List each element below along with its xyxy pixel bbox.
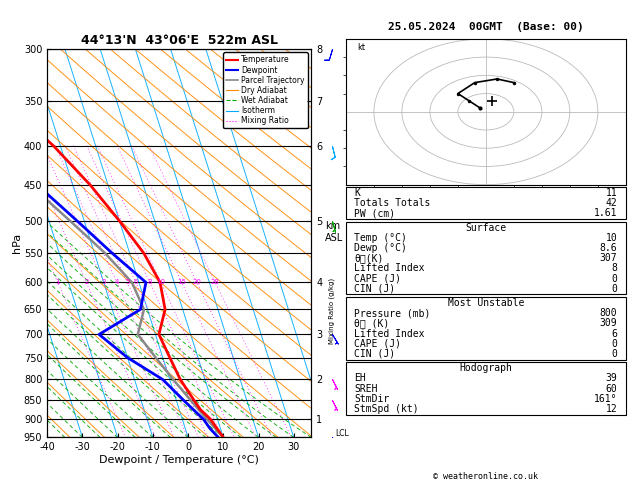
Text: 307: 307 bbox=[600, 253, 618, 263]
Text: Pressure (mb): Pressure (mb) bbox=[354, 308, 431, 318]
Text: 42: 42 bbox=[606, 198, 618, 208]
Text: 5: 5 bbox=[125, 279, 130, 285]
Text: 161°: 161° bbox=[594, 394, 618, 404]
Text: 12: 12 bbox=[606, 404, 618, 414]
Text: 39: 39 bbox=[606, 373, 618, 383]
Text: 0: 0 bbox=[611, 349, 618, 359]
Text: 8: 8 bbox=[148, 279, 152, 285]
Text: StmSpd (kt): StmSpd (kt) bbox=[354, 404, 419, 414]
Text: Mixing Ratio (g/kg): Mixing Ratio (g/kg) bbox=[328, 278, 335, 344]
Text: 0: 0 bbox=[611, 274, 618, 283]
Text: 0: 0 bbox=[611, 284, 618, 294]
Text: 1: 1 bbox=[55, 279, 60, 285]
Y-axis label: km
ASL: km ASL bbox=[325, 222, 343, 243]
Text: 8.6: 8.6 bbox=[600, 243, 618, 253]
X-axis label: Dewpoint / Temperature (°C): Dewpoint / Temperature (°C) bbox=[99, 455, 259, 465]
Text: 20: 20 bbox=[192, 279, 201, 285]
Text: Totals Totals: Totals Totals bbox=[354, 198, 431, 208]
Text: 6: 6 bbox=[611, 329, 618, 339]
Text: 800: 800 bbox=[600, 308, 618, 318]
Text: 10: 10 bbox=[606, 233, 618, 243]
Text: CAPE (J): CAPE (J) bbox=[354, 339, 401, 349]
Text: Surface: Surface bbox=[465, 223, 506, 233]
Text: CIN (J): CIN (J) bbox=[354, 284, 396, 294]
Text: Lifted Index: Lifted Index bbox=[354, 329, 425, 339]
Text: 3: 3 bbox=[102, 279, 106, 285]
Text: SREH: SREH bbox=[354, 383, 378, 394]
Text: Most Unstable: Most Unstable bbox=[448, 298, 524, 308]
Text: 1.61: 1.61 bbox=[594, 208, 618, 218]
Text: EH: EH bbox=[354, 373, 366, 383]
FancyBboxPatch shape bbox=[346, 187, 626, 219]
Text: 11: 11 bbox=[606, 188, 618, 198]
Legend: Temperature, Dewpoint, Parcel Trajectory, Dry Adiabat, Wet Adiabat, Isotherm, Mi: Temperature, Dewpoint, Parcel Trajectory… bbox=[223, 52, 308, 128]
Text: K: K bbox=[354, 188, 360, 198]
Text: PW (cm): PW (cm) bbox=[354, 208, 396, 218]
Text: Hodograph: Hodograph bbox=[459, 364, 513, 373]
Text: LCL: LCL bbox=[336, 429, 350, 438]
Text: 2: 2 bbox=[84, 279, 89, 285]
Text: θᴇ (K): θᴇ (K) bbox=[354, 318, 389, 329]
Text: θᴇ(K): θᴇ(K) bbox=[354, 253, 384, 263]
Text: StmDir: StmDir bbox=[354, 394, 389, 404]
Text: 28: 28 bbox=[211, 279, 220, 285]
Text: 25.05.2024  00GMT  (Base: 00): 25.05.2024 00GMT (Base: 00) bbox=[388, 22, 584, 32]
Title: 44°13'N  43°06'E  522m ASL: 44°13'N 43°06'E 522m ASL bbox=[81, 35, 278, 48]
Text: CIN (J): CIN (J) bbox=[354, 349, 396, 359]
Text: 0: 0 bbox=[611, 339, 618, 349]
Text: 4: 4 bbox=[114, 279, 119, 285]
Text: Temp (°C): Temp (°C) bbox=[354, 233, 407, 243]
Text: 309: 309 bbox=[600, 318, 618, 329]
Text: CAPE (J): CAPE (J) bbox=[354, 274, 401, 283]
Text: Dewp (°C): Dewp (°C) bbox=[354, 243, 407, 253]
FancyBboxPatch shape bbox=[346, 363, 626, 415]
Y-axis label: hPa: hPa bbox=[13, 233, 22, 253]
Text: 10: 10 bbox=[157, 279, 165, 285]
Text: 8: 8 bbox=[611, 263, 618, 274]
Text: 6: 6 bbox=[133, 279, 138, 285]
Text: 60: 60 bbox=[606, 383, 618, 394]
Text: © weatheronline.co.uk: © weatheronline.co.uk bbox=[433, 472, 538, 481]
FancyBboxPatch shape bbox=[346, 297, 626, 360]
Text: kt: kt bbox=[357, 43, 365, 52]
Text: 15: 15 bbox=[177, 279, 186, 285]
FancyBboxPatch shape bbox=[346, 222, 626, 295]
Text: Lifted Index: Lifted Index bbox=[354, 263, 425, 274]
